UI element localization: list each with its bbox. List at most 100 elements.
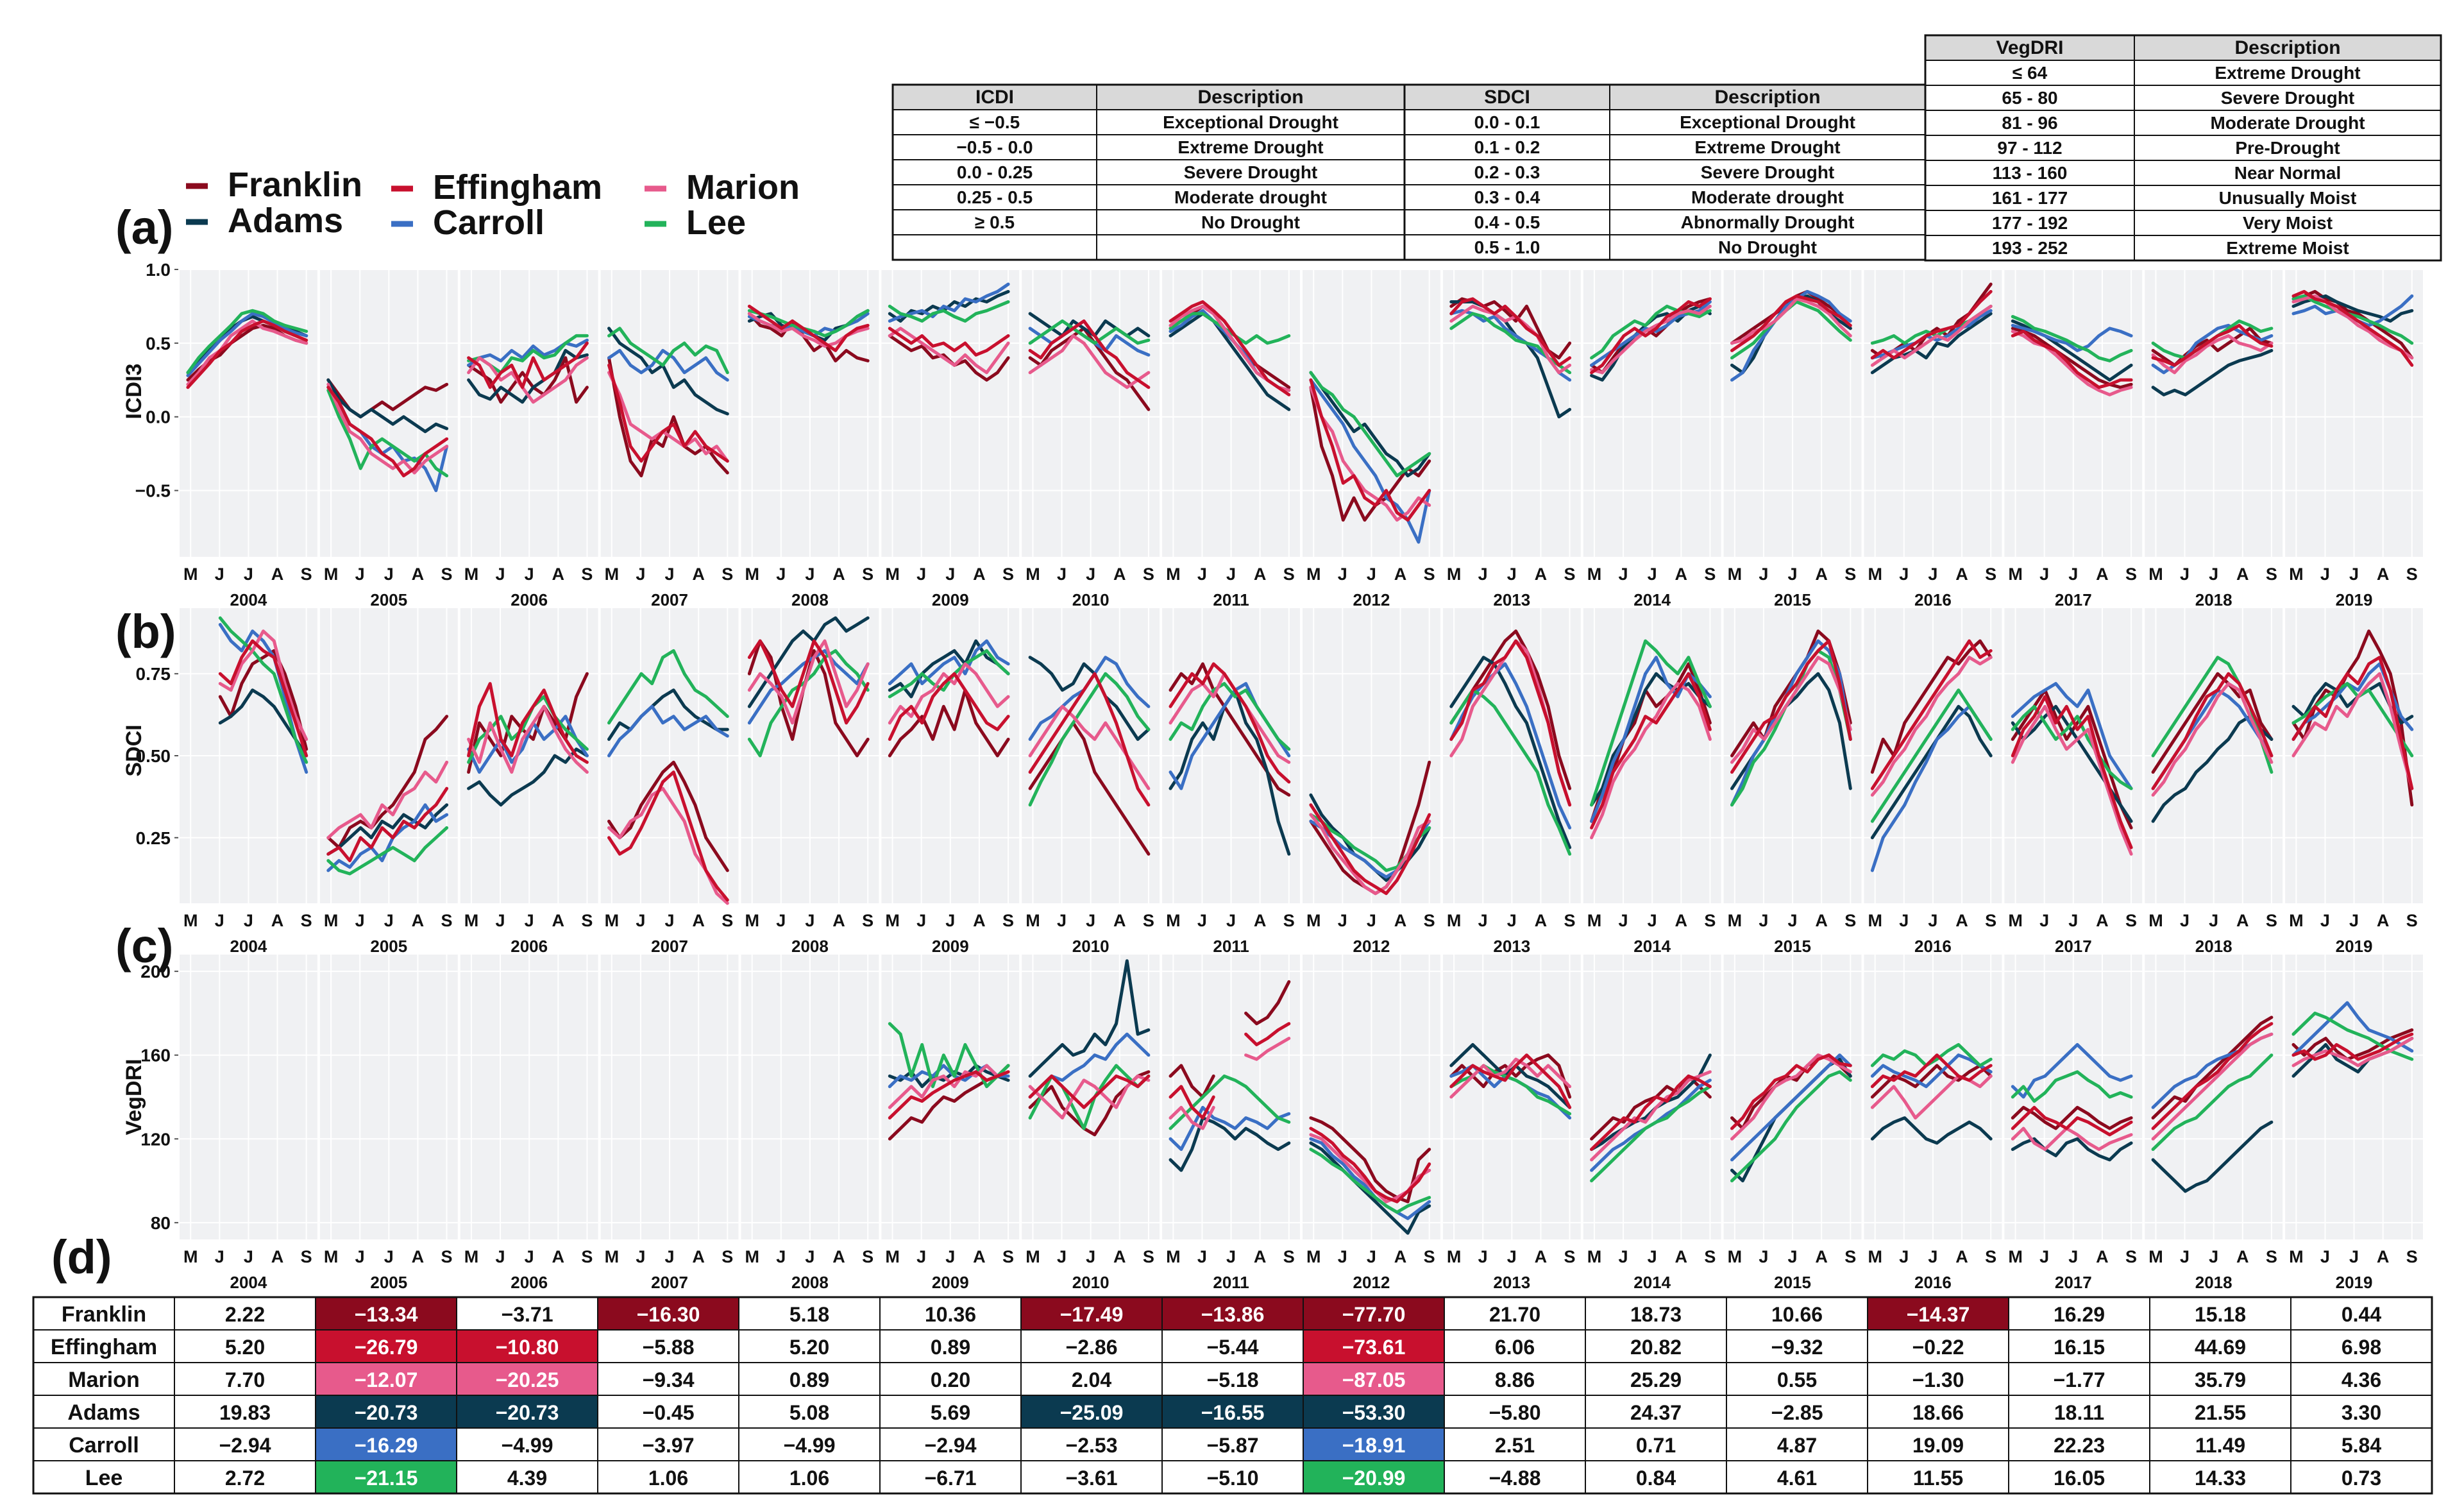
table-cell: −4.99 [784,1434,836,1457]
series-line-effingham-2015 [1730,294,1852,352]
month-tick-label: A [1955,565,1968,584]
month-tick-label: J [1226,1247,1236,1266]
month-tick-label: A [1394,911,1407,930]
ref-table-cell: Severe Drought [2221,88,2355,108]
table-cell: 5.84 [2342,1434,2381,1457]
year-label: 2014 [1633,937,1671,956]
series-line-marion-2015 [1730,297,1852,345]
series-line-marion-2017 [2011,330,2133,396]
ref-table-cell: 81 - 96 [2002,113,2057,133]
table-cell: 16.29 [2054,1303,2105,1326]
month-tick-label: A [2096,565,2109,584]
series-line-effingham-2011 [1169,300,1291,396]
series-line-carroll-2015 [1730,1053,1852,1162]
panel-label-0: (a) [115,201,173,254]
table-row-marion: Marion 7.70 −12.07 −20.25 −9.34 0.89 0.20 2.04 −… [68,1363,2381,1395]
month-tick-label: J [776,565,786,584]
table-cell: −77.70 [1342,1303,1406,1326]
series-line-adams-2005 [326,378,449,434]
highlight-cell [1303,1395,1444,1428]
month-tick-label: S [2406,565,2418,584]
month-tick-label: M [1306,565,1321,584]
month-tick-label: M [324,1247,339,1266]
table-cell: 15.18 [2195,1303,2246,1326]
year-label: 2016 [1914,590,1952,609]
month-tick-label: A [412,911,425,930]
year-label: 2007 [651,937,688,956]
month-tick-label: J [244,565,253,584]
year-label: 2015 [1774,1273,1811,1292]
table-cell: −5.88 [643,1336,695,1359]
series-line-carroll-2007 [607,704,729,758]
table-cell: −6.71 [925,1467,977,1490]
month-tick-label: J [1478,1247,1488,1266]
month-tick-label: A [271,565,284,584]
series-line-carroll-2009 [888,639,1010,686]
year-label: 2019 [2336,590,2373,609]
year-label: 2012 [1353,937,1390,956]
series-line-marion-2010 [1028,334,1151,389]
month-tick-label: A [2377,911,2390,930]
table-cell: −4.88 [1489,1467,1541,1490]
table-cell: 16.05 [2054,1467,2105,1490]
month-tick-label: M [2148,911,2163,930]
year-label: 2012 [1353,590,1390,609]
series-line-adams-2009 [888,290,1010,323]
series-line-adams-2012 [1309,371,1431,478]
series-line-lee-2005 [326,826,449,876]
ref-table-header: ICDI [975,87,1014,108]
highlight-cell [316,1363,457,1395]
month-tick-label: S [1844,1247,1856,1266]
month-tick-label: J [776,911,786,930]
month-tick-label: S [301,1247,312,1266]
series-line-lee-2017 [2011,704,2133,790]
series-line-marion-2015 [1730,1053,1852,1141]
month-tick-label: J [1619,1247,1628,1266]
series-line-carroll-2017 [2011,323,2133,352]
month-tick-label: J [1478,911,1488,930]
month-tick-label: J [1928,565,1937,584]
ref-table-cell: Exceptional Drought [1163,112,1338,132]
table-cell: −9.32 [1771,1336,1823,1359]
ref-table-header-bg [893,85,1405,110]
table-cell: −5.80 [1489,1401,1541,1424]
table-cell: 6.98 [2342,1336,2381,1359]
year-label: 2009 [932,590,969,609]
series-line-franklin-2016 [1870,639,1993,774]
series-line-marion-2017 [2011,704,2133,856]
month-tick-label: S [721,565,733,584]
series-line-adams-2010 [1028,656,1151,741]
series-line-effingham-2009 [888,1070,1010,1120]
series-line-franklin-2018 [2151,1016,2274,1120]
month-tick-label: S [1704,565,1716,584]
series-line-effingham-2019 [2291,656,2414,790]
ref-table-cell: Near Normal [2234,163,2342,183]
month-tick-label: J [2180,1247,2190,1266]
ref-table-cell: Abnormally Drought [1681,212,1855,232]
month-tick-label: J [1648,911,1657,930]
ref-table-cell: Extreme Drought [1177,137,1323,157]
month-tick-label: J [2039,1247,2049,1266]
table-cell: 4.61 [1777,1467,1817,1490]
series-line-effingham-2013 [1449,1053,1572,1109]
table-cell: 20.82 [1630,1336,1682,1359]
change-table: Franklin 2.22 −13.34 −3.71 −16.30 5.18 10.36 −1… [32,1296,2433,1495]
month-tick-label: A [1815,1247,1828,1266]
table-cell: −20.73 [355,1401,418,1424]
series-line-marion-2014 [1590,304,1712,375]
month-tick-label: S [1704,1247,1716,1266]
ref-table-cell: 0.0 - 0.1 [1474,112,1540,132]
row-county-label: Lee [85,1466,123,1490]
series-line-effingham-2016 [1870,1053,1993,1089]
highlight-cell [1303,1461,1444,1493]
ref-table-frame [1924,34,2442,262]
highlight-cell [1021,1297,1162,1330]
series-line-effingham-2013 [1449,297,1572,367]
month-tick-label: S [1424,1247,1435,1266]
